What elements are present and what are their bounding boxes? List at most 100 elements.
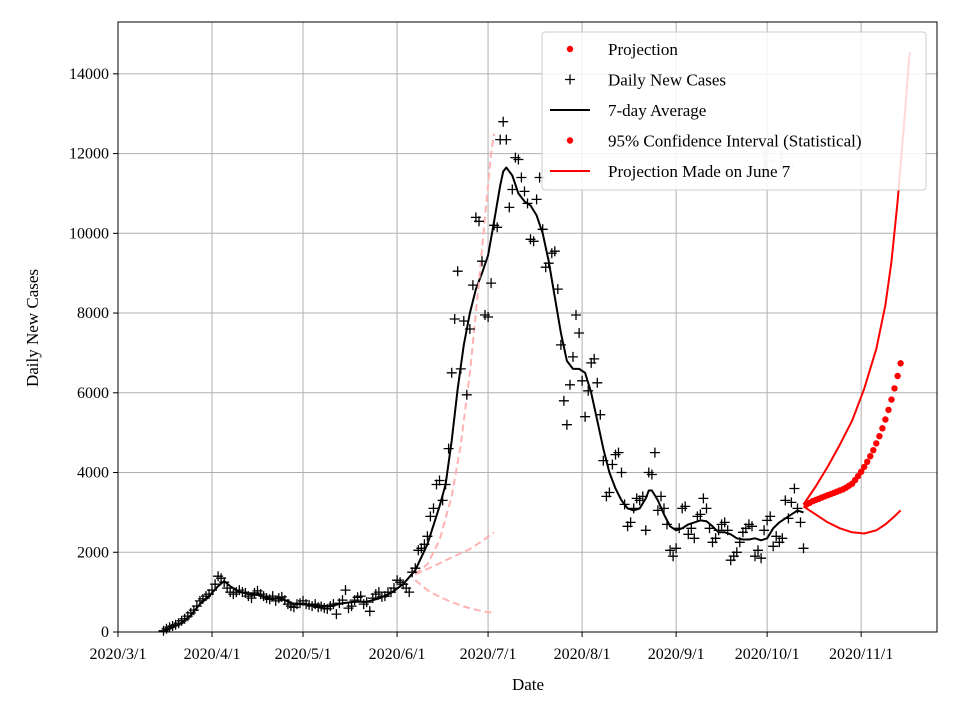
x-axis-title: Date [512,675,544,694]
daily-new-cases-point [613,447,624,458]
daily-new-cases-point [549,246,560,257]
daily-new-cases-point [595,409,606,420]
y-tick-label: 8000 [77,305,109,322]
95-confidence-interval-lower-line [802,505,902,535]
daily-new-cases-point [713,525,724,536]
daily-new-cases-point [346,601,357,612]
daily-new-cases-point [783,513,794,524]
daily-new-cases-point [531,194,542,205]
daily-new-cases-point [210,579,221,590]
projection-point [858,468,865,475]
daily-new-cases-point [652,505,663,516]
daily-new-cases-point [207,585,217,596]
daily-new-cases-point [219,577,230,588]
legend-label-7-day-average: 7-day Average [608,101,706,120]
grid [117,22,937,633]
daily-new-cases-point [777,533,788,544]
daily-new-cases-point [434,475,445,486]
daily-new-cases-point [786,497,797,508]
daily-new-cases-point [449,314,460,324]
x-tick-label: 2020/3/1 [90,646,147,663]
projection-point [870,447,877,454]
projection-made-on-june-7-lower-line [414,579,495,614]
daily-new-cases-point [640,525,651,536]
daily-new-cases-point [410,563,421,574]
projection-point [873,440,880,447]
projection-point [867,453,874,460]
daily-new-cases-point [422,531,433,542]
daily-new-cases-point [513,154,524,165]
daily-new-cases-point [522,198,533,209]
projection-made-on-june-7-line [414,133,496,575]
x-tick-label: 2020/11/1 [829,646,893,663]
daily-new-cases-point [734,537,745,548]
daily-new-cases-point [683,529,694,540]
daily-new-cases-point [419,539,430,550]
daily-new-cases-point [695,509,706,520]
daily-new-cases-point [337,595,348,606]
daily-new-cases-point [516,172,527,183]
daily-new-cases-point [428,503,439,514]
projection-point [879,425,886,432]
legend-swatch-daily-new-cases [565,74,575,85]
daily-new-cases-point [537,224,548,235]
daily-new-cases-point [404,587,415,598]
daily-new-cases-point [543,258,554,269]
daily-new-cases-point [780,495,791,506]
daily-new-cases-point [328,599,339,610]
daily-new-cases-point [571,310,581,320]
daily-new-cases-point [461,389,472,400]
daily-new-cases-point [492,222,503,233]
y-tick-label: 6000 [77,385,109,402]
daily-new-cases-point [246,593,257,604]
projection-point [888,396,895,403]
x-tick-label: 2020/5/1 [275,646,332,663]
daily-new-cases-point [659,503,669,514]
x-tick-label: 2020/8/1 [554,646,611,663]
daily-new-cases-point [701,503,712,514]
x-tick-label: 2020/10/1 [735,646,800,663]
legend: Projection Daily New Cases 7-day Average 95… [541,31,927,191]
daily-new-cases-point [455,363,466,374]
daily-new-cases-point [486,278,497,289]
daily-new-cases-point [440,479,451,490]
projection-point [861,463,868,471]
x-tick-label: 2020/9/1 [648,646,705,663]
daily-new-cases-point [528,236,539,247]
daily-new-cases-point [474,216,484,227]
legend-label-projection-made-on-june-7: Projection Made on June 7 [608,162,791,181]
projection-point [882,416,889,423]
daily-new-cases-point [425,511,436,522]
daily-new-cases-point [731,547,742,558]
legend-label-daily-new-cases: Daily New Cases [608,71,726,90]
projection-point [885,406,892,414]
daily-new-cases-point [686,523,697,534]
daily-new-cases-point [592,377,603,388]
daily-new-cases-point [331,609,342,620]
daily-new-cases-point [577,375,588,386]
daily-new-cases-point [555,339,566,350]
daily-new-cases-point [364,606,375,617]
daily-new-cases-point [483,312,494,322]
y-axis-title: Daily New Cases [23,269,42,387]
legend-swatch-projection [566,45,574,53]
daily-new-cases-point [446,367,457,378]
daily-new-cases-point [704,523,715,534]
projection-point [891,385,898,392]
daily-new-cases-point [568,351,578,362]
daily-new-cases-point [507,184,518,195]
daily-new-cases-point [589,353,600,364]
daily-new-cases-point [753,545,763,556]
projection-point [864,458,871,465]
daily-new-cases-point [671,543,682,554]
daily-new-cases-point [604,487,615,498]
legend-swatch-95-confidence-interval-statistical [566,137,574,144]
daily-new-cases-point [361,597,372,608]
daily-new-cases-point [765,511,776,522]
y-tick-label: 10000 [69,225,109,242]
daily-new-cases-point [750,551,760,562]
daily-new-cases-point [698,493,709,504]
daily-new-cases-point [756,553,767,564]
daily-new-cases-point [598,455,609,466]
